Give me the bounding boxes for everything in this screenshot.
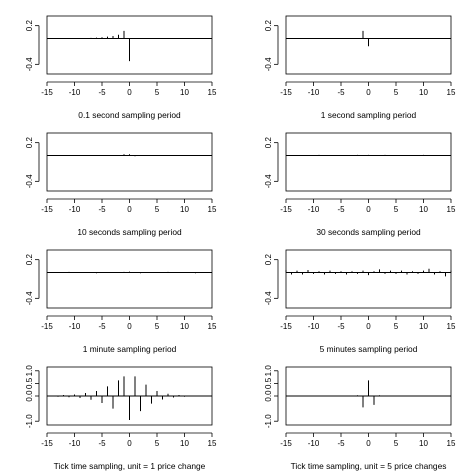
panel-7: -15 -10 -5 0 5 10 15 -1.0 0.00.51.0 Tick time sam… [25, 365, 217, 471]
panel-6: -15 -10 -5 0 5 10 15 -0.4 0.2 5 minutes sampling … [264, 249, 456, 354]
x-tick-label: 10 [180, 88, 189, 97]
y-tick-label: 0.5 [264, 377, 273, 389]
x-tick-label: 15 [447, 322, 456, 331]
x-tick-label: -10 [308, 322, 320, 331]
panel-caption: 30 seconds sampling period [316, 227, 421, 237]
x-tick-label: -5 [98, 322, 106, 331]
plot-frame [285, 249, 452, 309]
x-tick-label: -5 [337, 439, 345, 448]
y-tick-label: -0.4 [264, 174, 273, 188]
x-tick-label: -15 [41, 205, 53, 214]
panel-8: -15 -10 -5 0 5 10 15 -1.0 0.00.51.0 Tick time sam… [264, 365, 456, 471]
x-tick-label: 0 [127, 439, 132, 448]
panel-4: -15 -10 -5 0 5 10 15 -0.4 0.2 30 seconds sampling… [264, 132, 456, 237]
panel-2: -15 -10 -5 0 5 10 15 -0.4 0.2 1 second sampling p… [264, 15, 456, 120]
x-tick-label: 0 [366, 205, 371, 214]
x-tick-label: -5 [337, 322, 345, 331]
panel-caption: 10 seconds sampling period [77, 227, 182, 237]
x-tick-label: 0 [127, 88, 132, 97]
x-tick-label: 15 [208, 88, 217, 97]
x-tick-label: -10 [308, 439, 320, 448]
panel-caption: 5 minutes sampling period [320, 344, 418, 354]
panel-caption: 0.1 second sampling period [78, 110, 181, 120]
x-tick-label: 10 [419, 205, 428, 214]
x-tick-label: 0 [366, 88, 371, 97]
x-tick-label: 0 [366, 322, 371, 331]
x-tick-label: -15 [41, 439, 53, 448]
y-tick-label: -0.4 [264, 57, 273, 71]
y-tick-label: -0.4 [25, 291, 34, 305]
x-tick-label: -5 [98, 205, 106, 214]
x-tick-label: 5 [394, 88, 399, 97]
panel-5: -15 -10 -5 0 5 10 15 -0.4 0.2 1 minute sampling p… [25, 249, 217, 354]
y-tick-label: 1.0 [264, 365, 273, 377]
x-tick-label: -10 [69, 205, 81, 214]
x-tick-label: -15 [280, 439, 292, 448]
x-tick-label: -15 [41, 322, 53, 331]
y-tick-label: -0.4 [25, 57, 34, 71]
x-tick-label: 5 [155, 205, 160, 214]
x-tick-label: -5 [337, 205, 345, 214]
x-tick-label: 15 [208, 205, 217, 214]
y-tick-label: 0.2 [264, 254, 273, 266]
panel-caption: 1 second sampling period [321, 110, 417, 120]
plot-frame [285, 132, 452, 192]
x-tick-label: 10 [180, 205, 189, 214]
x-tick-label: 10 [419, 322, 428, 331]
x-tick-label: -5 [98, 439, 106, 448]
x-tick-label: 5 [394, 205, 399, 214]
x-tick-label: 10 [419, 88, 428, 97]
y-tick-label: -1.0 [264, 414, 273, 428]
x-tick-label: -10 [69, 88, 81, 97]
panel-caption: Tick time sampling, unit = 1 price chang… [54, 461, 206, 471]
x-tick-label: 15 [208, 322, 217, 331]
x-tick-label: -15 [41, 88, 53, 97]
x-tick-label: 0 [127, 322, 132, 331]
panel-caption: Tick time sampling, unit = 5 price chang… [291, 461, 447, 471]
plot-frame [46, 249, 213, 309]
x-tick-label: -15 [280, 322, 292, 331]
y-tick-label: 0.2 [25, 137, 34, 149]
y-tick-label: 0.2 [264, 137, 273, 149]
y-tick-label: 0.2 [264, 20, 273, 32]
x-tick-label: 10 [180, 322, 189, 331]
x-tick-label: 5 [155, 439, 160, 448]
x-tick-label: -15 [280, 205, 292, 214]
y-tick-label: 0.0 [264, 390, 273, 402]
y-tick-label: -0.4 [264, 291, 273, 305]
x-tick-label: -5 [98, 88, 106, 97]
plot-frame [46, 132, 213, 192]
x-tick-label: -10 [308, 88, 320, 97]
panel-3: -15 -10 -5 0 5 10 15 -0.4 0.2 10 seconds sampling… [25, 132, 217, 237]
x-tick-label: 0 [366, 439, 371, 448]
x-tick-label: 15 [447, 439, 456, 448]
y-tick-label: 1.0 [25, 365, 34, 377]
x-tick-label: -10 [69, 439, 81, 448]
x-tick-label: 15 [208, 439, 217, 448]
x-tick-label: 10 [419, 439, 428, 448]
x-tick-label: 0 [127, 205, 132, 214]
y-tick-label: 0.0 [25, 390, 34, 402]
y-tick-label: 0.2 [25, 254, 34, 266]
x-tick-label: -10 [308, 205, 320, 214]
panel-1: -15 -10 -5 0 5 10 15 -0.4 0.2 0.1 second sampling… [25, 15, 217, 120]
y-tick-label: 0.5 [25, 377, 34, 389]
panel-caption: 1 minute sampling period [83, 344, 177, 354]
x-tick-label: 15 [447, 205, 456, 214]
x-tick-label: 5 [394, 439, 399, 448]
x-tick-label: -15 [280, 88, 292, 97]
y-tick-label: -1.0 [25, 414, 34, 428]
x-tick-label: 5 [394, 322, 399, 331]
x-tick-label: 15 [447, 88, 456, 97]
x-tick-label: 5 [155, 88, 160, 97]
y-tick-label: -0.4 [25, 174, 34, 188]
plot-frame [46, 15, 213, 75]
y-tick-label: 0.2 [25, 20, 34, 32]
x-tick-label: -5 [337, 88, 345, 97]
plot-frame [285, 15, 452, 75]
x-tick-label: 10 [180, 439, 189, 448]
x-tick-label: 5 [155, 322, 160, 331]
x-tick-label: -10 [69, 322, 81, 331]
